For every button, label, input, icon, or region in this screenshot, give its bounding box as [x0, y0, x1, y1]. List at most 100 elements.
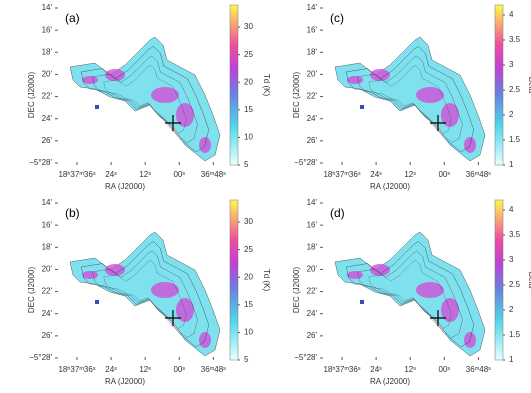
- emission-patch: [416, 282, 444, 298]
- y-tick-label: 16': [42, 25, 53, 34]
- clump: [360, 300, 364, 304]
- y-tick-label: 14': [307, 198, 318, 207]
- y-tick-label: 14': [42, 3, 53, 12]
- y-tick-label: 18': [42, 242, 53, 251]
- contour: [346, 241, 474, 348]
- colorbar-tick-label: 2: [509, 305, 514, 314]
- y-tick-label: 20': [42, 265, 53, 274]
- emission-patch: [370, 264, 390, 276]
- panel: (d) 18ʰ37ᵐ36ˢ 24ˢ 12ˢ 00ˢ 36ᵐ48ˢ 14' 16' 18' 20' 2…: [292, 198, 531, 386]
- x-tick-label: 12ˢ: [404, 365, 416, 374]
- colorbar-tick-label: 20: [244, 77, 253, 86]
- colorbar: [229, 199, 239, 361]
- y-tick-label: −5°28': [29, 158, 52, 167]
- x-tick-label: 24ˢ: [105, 170, 117, 179]
- emission-patch: [347, 76, 363, 84]
- y-tick-label: 16': [307, 25, 318, 34]
- source-cross: [430, 115, 446, 131]
- panel-label: (d): [330, 206, 345, 220]
- colorbar-tick-label: 25: [244, 245, 253, 254]
- y-tick-label: −5°28': [29, 353, 52, 362]
- source-cross: [165, 115, 181, 131]
- colorbar: [229, 4, 239, 166]
- x-tick-label: 12ˢ: [139, 170, 151, 179]
- x-tick-label: 00ˢ: [438, 365, 450, 374]
- x-tick-label: 12ˢ: [139, 365, 151, 374]
- y-tick-label: 24': [307, 309, 318, 318]
- y-tick-label: 22': [307, 92, 318, 101]
- contour: [103, 260, 187, 329]
- y-tick-label: 20': [42, 70, 53, 79]
- x-axis-label: RA (J2000): [370, 377, 410, 386]
- y-tick-label: 18': [307, 47, 318, 56]
- cloud: [334, 36, 486, 162]
- colorbar-tick-label: 20: [244, 272, 253, 281]
- y-tick-label: 16': [307, 220, 318, 229]
- colorbar-tick-label: 1.5: [509, 330, 521, 339]
- y-tick-label: 26': [42, 136, 53, 145]
- colorbar-tick-label: 30: [244, 22, 253, 31]
- y-tick-label: 22': [307, 287, 318, 296]
- colorbar-tick-label: 3.5: [509, 230, 521, 239]
- clump: [95, 105, 99, 109]
- x-axis-label: RA (J2000): [370, 182, 410, 191]
- contour: [81, 241, 209, 348]
- x-tick-label: 18ʰ37ᵐ36ˢ: [323, 365, 360, 374]
- emission-patch: [82, 271, 98, 279]
- emission-patch: [105, 69, 125, 81]
- colorbar-tick-label: 5: [244, 355, 249, 364]
- contour: [81, 46, 209, 153]
- colorbar-tick-label: 2.5: [509, 85, 521, 94]
- x-tick-label: 00ˢ: [173, 170, 185, 179]
- y-tick-label: 22': [42, 287, 53, 296]
- colorbar-tick-label: 15: [244, 300, 253, 309]
- colorbar-tick-label: 4: [509, 205, 514, 214]
- y-tick-label: 14': [42, 198, 53, 207]
- colorbar-tick-label: 3.5: [509, 35, 521, 44]
- colorbar-tick-label: 2: [509, 110, 514, 119]
- x-tick-label: 18ʰ37ᵐ36ˢ: [58, 170, 95, 179]
- cloud: [69, 231, 221, 357]
- emission-patch: [441, 298, 459, 322]
- source-cross: [165, 310, 181, 326]
- contour: [357, 250, 463, 338]
- colorbar-label: Td (K): [262, 74, 271, 97]
- clump: [95, 300, 99, 304]
- emission-patch: [176, 298, 194, 322]
- colorbar-tick-label: 1: [509, 355, 514, 364]
- colorbar-tick-label: 2.5: [509, 280, 521, 289]
- y-tick-label: 14': [307, 3, 318, 12]
- colorbar-label: Td (K): [262, 269, 271, 292]
- panel-label: (b): [65, 206, 80, 220]
- y-tick-label: −5°28': [294, 353, 317, 362]
- emission-patch: [105, 264, 125, 276]
- x-axis-label: RA (J2000): [105, 182, 145, 191]
- x-tick-label: 24ˢ: [370, 365, 382, 374]
- x-tick-label: 36ᵐ48ˢ: [466, 365, 491, 374]
- y-tick-label: 26': [307, 331, 318, 340]
- colorbar-tick-label: 10: [244, 328, 253, 337]
- emission-patch: [151, 87, 179, 103]
- contour: [368, 260, 452, 329]
- colorbar-tick-label: 10: [244, 133, 253, 142]
- colorbar-tick-label: 30: [244, 217, 253, 226]
- colorbar: [494, 199, 504, 361]
- contour: [357, 55, 463, 143]
- colorbar-tick-label: 3: [509, 60, 514, 69]
- contour: [92, 55, 198, 143]
- y-axis-label: DEC (J2000): [27, 267, 36, 314]
- y-tick-label: −5°28': [294, 158, 317, 167]
- y-tick-label: 18': [307, 242, 318, 251]
- emission-patch: [176, 103, 194, 127]
- cloud: [334, 231, 486, 357]
- x-tick-label: 00ˢ: [173, 365, 185, 374]
- clump: [360, 105, 364, 109]
- y-tick-label: 24': [42, 309, 53, 318]
- colorbar-tick-label: 3: [509, 255, 514, 264]
- colorbar-tick-label: 15: [244, 105, 253, 114]
- panel-label: (c): [330, 11, 344, 25]
- x-tick-label: 18ʰ37ᵐ36ˢ: [58, 365, 95, 374]
- colorbar-tick-label: 4: [509, 10, 514, 19]
- y-tick-label: 20': [307, 70, 318, 79]
